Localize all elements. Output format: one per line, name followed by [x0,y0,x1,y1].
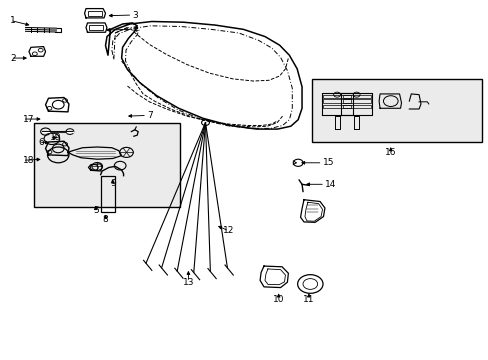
Text: 17: 17 [22,114,34,123]
Text: 2: 2 [10,54,16,63]
FancyBboxPatch shape [34,123,180,207]
Bar [342,105,370,108]
Bar [342,99,370,103]
Bar [101,176,115,212]
Text: 6: 6 [39,138,44,147]
Text: 5: 5 [93,206,99,215]
Text: 4: 4 [132,25,138,34]
FancyBboxPatch shape [311,78,482,142]
Text: 10: 10 [272,294,284,303]
Text: 11: 11 [303,294,314,303]
Bar [323,95,350,98]
Text: 19: 19 [49,133,61,142]
Text: 9: 9 [110,179,116,188]
Text: 14: 14 [325,180,336,189]
Text: 3: 3 [132,10,138,19]
Text: 16: 16 [384,148,396,157]
Text: 8: 8 [102,215,108,224]
Bar [323,105,350,108]
Bar [323,99,350,103]
Text: 12: 12 [223,226,234,235]
Text: 13: 13 [183,278,194,287]
Text: 7: 7 [147,111,152,120]
Text: 18: 18 [22,156,34,165]
Bar [88,11,102,17]
Bar [342,95,370,98]
Bar [89,26,103,31]
Bar [55,28,61,32]
Text: 1: 1 [10,16,16,25]
Text: 15: 15 [322,158,333,167]
